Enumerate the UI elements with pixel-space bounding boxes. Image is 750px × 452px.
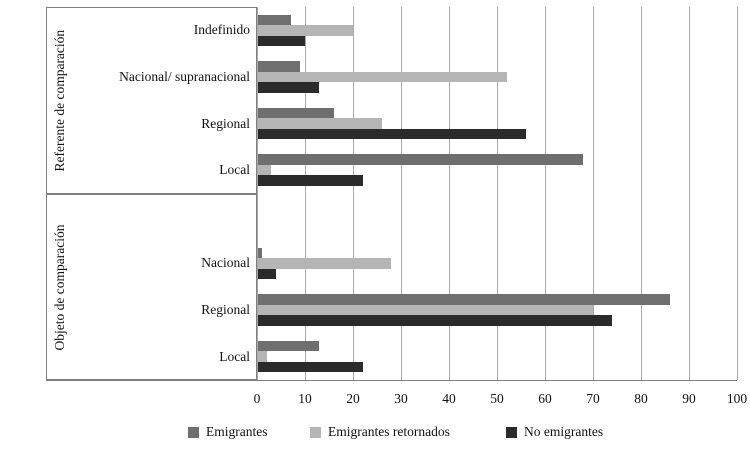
legend-item-emigrantes-retornados: Emigrantes retornados <box>310 424 450 440</box>
legend-swatch-icon <box>310 426 321 438</box>
group-box-0 <box>46 7 257 194</box>
bar-no-emigrantes <box>258 35 305 47</box>
category-label-local: Local <box>219 162 250 178</box>
gridline-80 <box>641 7 642 380</box>
x-tick-label-40: 40 <box>442 391 456 406</box>
x-tick-label-90: 90 <box>682 391 696 406</box>
category-label-indefinido: Indefinido <box>193 22 250 38</box>
gridline-0 <box>257 7 258 380</box>
bar-emigrantes <box>258 61 301 72</box>
bar-emigrantes-retornados <box>258 71 507 83</box>
legend-label: No emigrantes <box>524 424 604 439</box>
bar-emigrantes-retornados <box>258 258 392 269</box>
bar-emigrantes <box>258 14 291 26</box>
x-tick-label-30: 30 <box>394 391 408 406</box>
category-label-local: Local <box>219 348 250 364</box>
legend-swatch-icon <box>506 426 517 438</box>
gridline-30 <box>401 7 402 380</box>
legend-swatch-icon <box>188 426 199 438</box>
bar-no-emigrantes <box>258 82 320 93</box>
group-box-1 <box>46 193 257 380</box>
bar-no-emigrantes <box>258 361 363 373</box>
gridline-100 <box>737 7 738 380</box>
gridline-50 <box>497 7 498 380</box>
x-tick-label-0: 0 <box>253 391 261 406</box>
bar-no-emigrantes <box>258 128 526 140</box>
gridline-90 <box>689 7 690 380</box>
gridline-20 <box>353 7 354 380</box>
x-tick-label-70: 70 <box>586 391 600 406</box>
gridline-40 <box>449 7 450 380</box>
x-tick-label-10: 10 <box>298 391 312 406</box>
legend-item-no-emigrantes: No emigrantes <box>506 424 603 440</box>
bar-emigrantes-retornados <box>258 25 353 36</box>
bar-no-emigrantes <box>258 315 613 326</box>
x-tick-label-80: 80 <box>634 391 648 406</box>
legend-item-emigrantes: Emigrantes <box>188 424 267 440</box>
legend-label: Emigrantes <box>206 424 268 439</box>
bar-emigrantes-retornados <box>258 164 272 176</box>
category-label-nacional: Nacional <box>201 255 250 271</box>
category-label-nacional-supranacional: Nacional/ supranacional <box>119 68 250 84</box>
bar-no-emigrantes <box>258 268 277 280</box>
bar-emigrantes <box>258 340 320 352</box>
category-label-regional: Regional <box>201 115 250 131</box>
gridline-10 <box>305 7 306 380</box>
legend-label: Emigrantes retornados <box>328 424 450 439</box>
bar-emigrantes-retornados <box>258 304 593 316</box>
bar-emigrantes-retornados <box>258 351 267 362</box>
bar-emigrantes-retornados <box>258 118 382 129</box>
gridline-70 <box>593 7 594 380</box>
x-tick-label-50: 50 <box>490 391 504 406</box>
bar-emigrantes <box>258 294 670 305</box>
bar-no-emigrantes <box>258 175 363 186</box>
x-tick-label-20: 20 <box>346 391 360 406</box>
bar-emigrantes <box>258 107 334 119</box>
x-axis-line <box>46 380 737 381</box>
x-tick-label-100: 100 <box>726 391 748 406</box>
x-tick-label-60: 60 <box>538 391 552 406</box>
bar-emigrantes <box>258 154 584 165</box>
category-label-regional: Regional <box>201 302 250 318</box>
gridline-60 <box>545 7 546 380</box>
bar-emigrantes <box>258 247 262 259</box>
